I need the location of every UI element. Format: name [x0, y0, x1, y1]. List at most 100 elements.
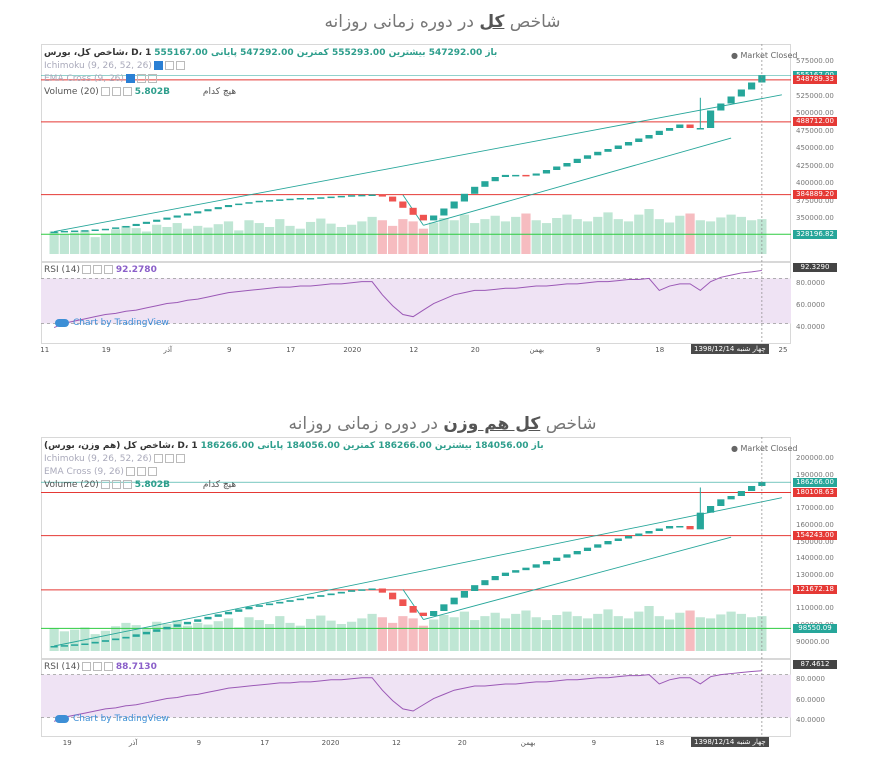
volume-bar	[49, 231, 59, 254]
ichimoku-legend[interactable]: Ichimoku (9, 26, 52, 26)	[44, 454, 185, 464]
candle	[440, 208, 448, 216]
candle	[163, 217, 171, 220]
candle	[245, 606, 253, 610]
price-tick-label: 525000.00	[796, 91, 834, 100]
symbol-legend: شاخص کل، بورس، D، 1 باز 547292.00 بیشتری…	[44, 48, 498, 58]
ema-legend[interactable]: EMA Cross (9, 26)	[44, 74, 157, 84]
volume-bar	[254, 620, 264, 651]
candle	[481, 181, 489, 187]
candle	[306, 198, 315, 200]
candle	[430, 215, 438, 221]
time-tick-label: 9	[591, 739, 597, 747]
candle	[460, 591, 469, 598]
volume-bar	[70, 629, 80, 651]
chart-svg	[41, 437, 791, 737]
candle	[378, 194, 386, 197]
volume-bar	[500, 221, 511, 254]
volume-bar	[346, 224, 357, 254]
volume-bar	[746, 617, 757, 651]
candle	[727, 96, 735, 104]
candle	[153, 219, 161, 222]
time-tick-label: 11	[40, 346, 50, 354]
price-pane[interactable]	[41, 437, 791, 659]
volume-bar	[654, 219, 664, 254]
price-pane[interactable]	[41, 44, 791, 262]
volume-bar	[162, 624, 172, 651]
candle	[112, 227, 120, 229]
candle	[389, 592, 397, 600]
volume-bar	[131, 228, 141, 254]
candle	[214, 207, 222, 210]
price-axis[interactable]: 575000.00550000.00525000.00500000.004750…	[793, 44, 839, 344]
candle	[265, 200, 274, 202]
volume-bar	[90, 237, 100, 254]
candle	[706, 506, 715, 513]
volume-bar	[480, 219, 490, 254]
volume-bar	[429, 619, 439, 651]
volume-bar	[593, 613, 603, 651]
tradingview-watermark[interactable]: Chart by TradingView	[55, 714, 169, 724]
volume-bar	[305, 221, 316, 254]
candle	[50, 231, 58, 234]
candle	[645, 135, 653, 139]
volume-bar	[552, 218, 562, 254]
volume-bar	[531, 220, 541, 254]
candle	[204, 209, 212, 212]
candle	[748, 82, 756, 90]
candle	[389, 196, 397, 202]
volume-bar	[736, 216, 746, 254]
volume-bar	[490, 612, 500, 651]
rsi-tick-label: 40.0000	[796, 322, 825, 331]
candle	[542, 561, 551, 565]
ema-legend[interactable]: EMA Cross (9, 26)	[44, 467, 157, 477]
volume-bar	[449, 220, 459, 254]
time-tick-label: 18	[655, 346, 665, 354]
time-axis[interactable]: چهار شنبه 1398/12/14 11 19 آذر 9 17 2020 12 20 ب…	[40, 344, 791, 358]
volume-bar	[429, 222, 439, 254]
tradingview-watermark[interactable]: Chart by TradingView	[55, 318, 169, 328]
price-tick-label: 375000.00	[796, 196, 834, 205]
volume-bar	[736, 613, 746, 651]
rsi-legend[interactable]: RSI (14) 92.2780	[44, 265, 157, 275]
candle	[583, 155, 592, 159]
settings-icon[interactable]	[153, 61, 163, 70]
candle	[327, 196, 335, 199]
volume-bar	[295, 228, 305, 254]
time-axis[interactable]: چهار شنبه 1398/12/14 19 آذر 9 17 2020 12 20 بهم…	[41, 737, 791, 751]
rsi-legend[interactable]: RSI (14) 88.7130	[44, 662, 157, 672]
candle	[194, 619, 202, 622]
chart-panel-1[interactable]: شاخص کل، بورس، D، 1 باز 547292.00 بیشتری…	[40, 44, 839, 360]
volume-legend[interactable]: Volume (20) 5.802B هیچ کدام	[44, 87, 237, 97]
candle	[122, 636, 130, 639]
settings-icon[interactable]	[125, 74, 135, 83]
time-tick-label: 25	[778, 346, 788, 354]
price-axis[interactable]: 200000.00190000.00180000.00170000.001600…	[793, 437, 839, 737]
volume-bar	[254, 223, 264, 254]
candle	[696, 128, 704, 130]
volume-bar	[716, 217, 726, 254]
price-tag: 488712.00	[793, 117, 837, 127]
chart-panel-2[interactable]: (شاخص کل (هم وزن، بورس، D، 1 باز 184056.…	[41, 437, 837, 753]
volume-bar	[552, 615, 562, 651]
volume-bar	[59, 631, 70, 651]
volume-bar	[377, 617, 387, 651]
price-tick-label: 130000.00	[796, 571, 834, 579]
candle	[717, 499, 725, 506]
volume-bar	[470, 620, 480, 651]
volume-bar	[398, 219, 408, 254]
volume-bar	[582, 221, 593, 254]
volume-legend[interactable]: Volume (20) 5.802B هیچ کدام	[44, 480, 237, 490]
ichimoku-legend[interactable]: Ichimoku (9, 26, 52, 26)	[44, 61, 185, 71]
candle	[430, 611, 438, 616]
rsi-tick-label: 60.0000	[796, 695, 825, 704]
volume-bar	[439, 218, 449, 254]
time-tick-label: 18	[655, 739, 665, 747]
volume-bar	[541, 223, 552, 254]
volume-bar	[203, 624, 213, 651]
candle	[665, 128, 674, 131]
volume-bar	[613, 616, 623, 651]
rsi-band	[41, 674, 791, 718]
cloud-icon	[55, 714, 69, 723]
volume-bar	[541, 620, 552, 651]
candle	[317, 595, 325, 597]
